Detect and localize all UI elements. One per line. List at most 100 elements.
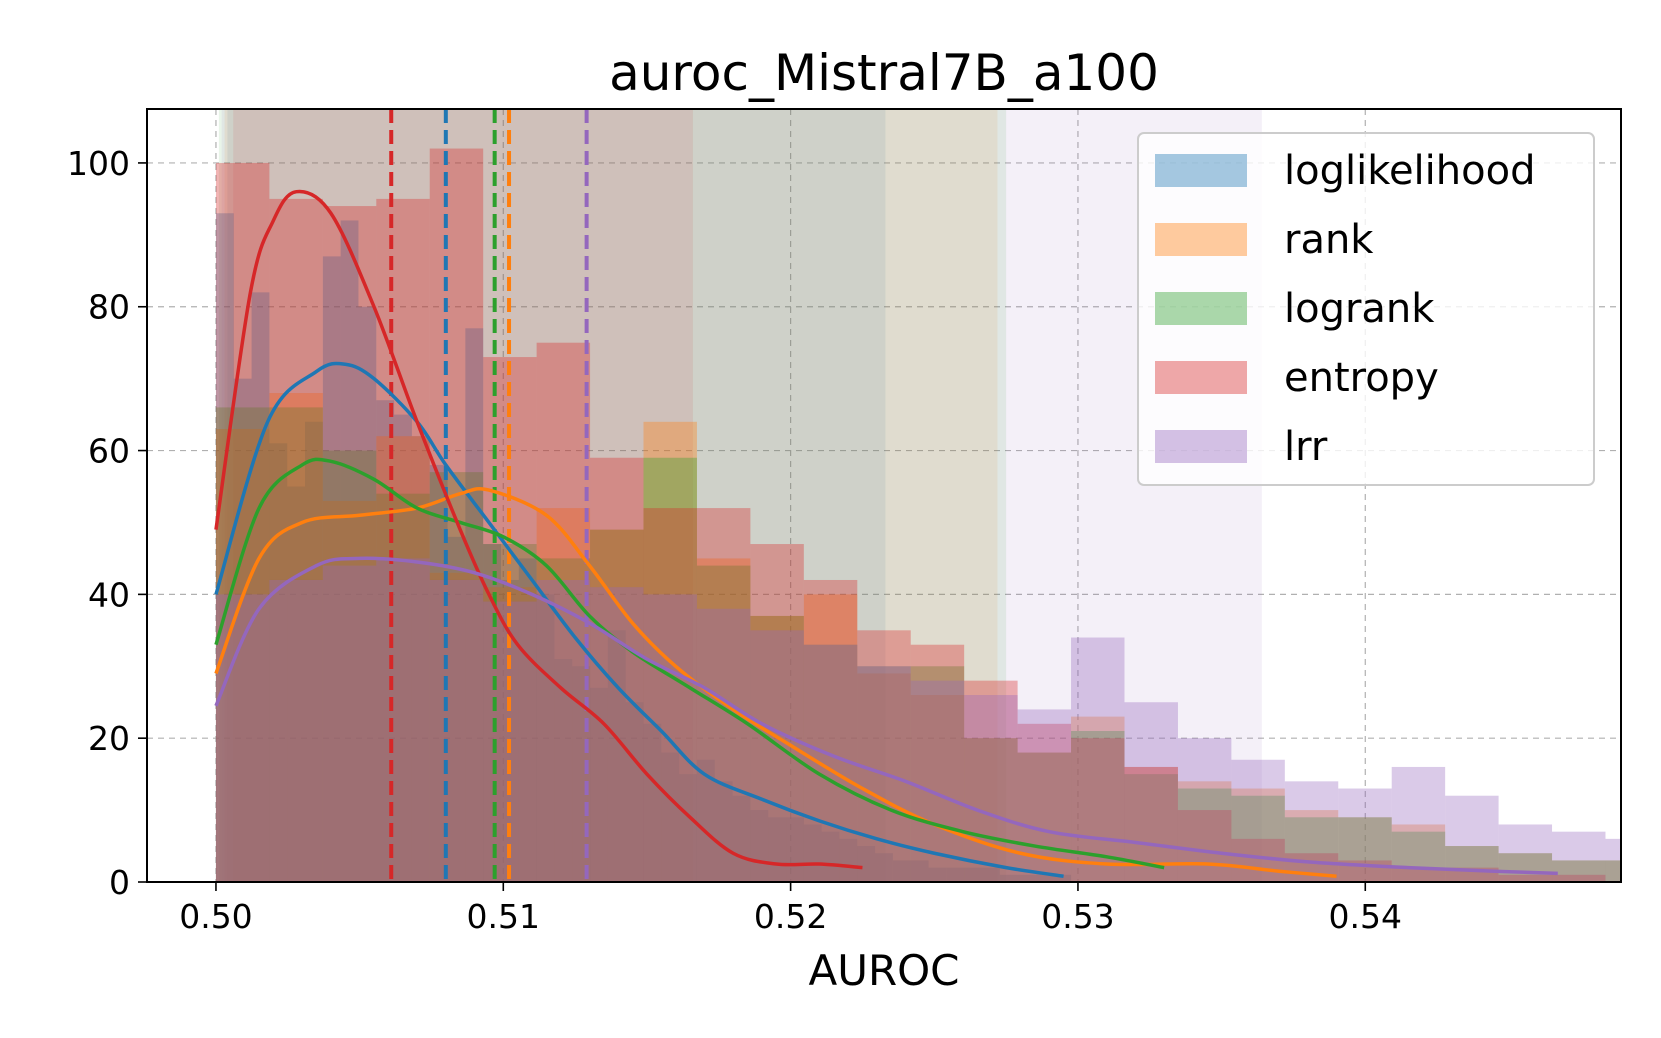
bar-entropy-9: [696, 508, 751, 882]
bar-loglikelihood-8: [358, 306, 377, 882]
bar-loglikelihood-39: [910, 860, 929, 882]
bar-loglikelihood-25: [661, 752, 680, 882]
bar-lrr-1: [269, 579, 323, 882]
band-loglikelihood: [227, 109, 886, 882]
y-tick-label-2: 40: [88, 575, 130, 614]
bar-loglikelihood-5: [305, 421, 323, 882]
bar-loglikelihood-38: [892, 860, 911, 882]
bar-loglikelihood-26: [679, 774, 697, 882]
bar-loglikelihood-2: [251, 292, 270, 882]
bar-loglikelihood-3: [269, 443, 288, 882]
bar-rank-23: [1445, 846, 1499, 882]
bar-loglikelihood-19: [554, 659, 573, 882]
bar-logrank-21: [1338, 817, 1392, 882]
band-logrank: [218, 109, 1007, 882]
bar-logrank-23: [1445, 846, 1499, 882]
bar-loglikelihood-27: [696, 759, 715, 882]
bar-rank-11: [803, 594, 858, 882]
bar-loglikelihood-7: [340, 220, 359, 882]
bar-loglikelihood-34: [821, 831, 840, 882]
bar-rank-26: [1605, 860, 1621, 882]
bar-loglikelihood-0: [215, 213, 234, 882]
bar-loglikelihood-41: [946, 867, 965, 882]
bar-lrr-25: [1552, 831, 1606, 882]
bar-loglikelihood-17: [518, 558, 537, 882]
legend-swatch-rank: [1155, 223, 1247, 256]
bar-rank-8: [643, 421, 697, 882]
bar-lrr-26: [1605, 838, 1621, 882]
bar-logrank-4: [429, 472, 484, 882]
bar-logrank-9: [696, 565, 751, 882]
bar-lrr-20: [1284, 781, 1339, 882]
bar-lrr-10: [750, 630, 804, 882]
legend-label-entropy: entropy: [1284, 355, 1439, 401]
bar-loglikelihood-45: [1017, 874, 1036, 882]
bar-rank-24: [1498, 853, 1553, 882]
bar-rank-22: [1391, 824, 1446, 882]
legend: loglikelihood rank logrank entropy lrr: [1137, 132, 1595, 486]
bar-loglikelihood-42: [964, 867, 982, 882]
bar-lrr-3: [376, 558, 430, 882]
bar-logrank-13: [910, 666, 965, 882]
bar-entropy-18: [1177, 810, 1232, 882]
bar-lrr-2: [322, 565, 377, 882]
legend-label-logrank: logrank: [1284, 286, 1435, 332]
bar-rank-21: [1338, 817, 1392, 882]
bar-loglikelihood-46: [1035, 874, 1054, 882]
bar-loglikelihood-18: [536, 594, 555, 882]
bar-logrank-24: [1498, 853, 1553, 882]
bar-loglikelihood-23: [625, 702, 644, 882]
bar-lrr-13: [910, 680, 965, 882]
y-tick-label-3: 60: [88, 432, 130, 471]
bar-entropy-0: [215, 162, 270, 882]
bar-loglikelihood-35: [839, 838, 858, 882]
legend-label-lrr: lrr: [1284, 424, 1328, 470]
x-tick-label-4: 0.54: [1329, 897, 1402, 936]
bar-lrr-14: [964, 695, 1018, 882]
bar-lrr-4: [429, 579, 484, 882]
bar-logrank-6: [536, 558, 591, 882]
bar-lrr-18: [1177, 738, 1232, 882]
x-tick-label-0: 0.50: [179, 897, 252, 936]
bar-loglikelihood-47: [1053, 874, 1072, 882]
x-tick-label-1: 0.51: [467, 897, 540, 936]
bar-entropy-6: [536, 342, 591, 882]
bar-logrank-25: [1552, 860, 1606, 882]
bar-loglikelihood-10: [394, 414, 412, 882]
bar-lrr-7: [590, 587, 644, 882]
legend-label-loglikelihood: loglikelihood: [1284, 148, 1535, 194]
legend-label-rank: rank: [1284, 217, 1374, 263]
x-axis: 0.50 0.51 0.52 0.53 0.54: [179, 882, 1402, 936]
bar-rank-2: [322, 500, 377, 882]
bar-loglikelihood-44: [999, 874, 1018, 882]
y-tick-label-5: 100: [67, 144, 130, 183]
bar-entropy-8: [643, 508, 697, 882]
kde-layer: [214, 189, 1558, 878]
x-tick-label-2: 0.52: [754, 897, 827, 936]
bar-rank-20: [1284, 810, 1339, 882]
bar-loglikelihood-6: [322, 256, 341, 882]
bar-lrr-22: [1391, 766, 1446, 882]
x-tick-label-3: 0.53: [1041, 897, 1114, 936]
bar-lrr-23: [1445, 795, 1499, 882]
bar-entropy-22: [1391, 867, 1446, 882]
legend-swatch-entropy: [1155, 361, 1247, 394]
bar-loglikelihood-12: [429, 464, 448, 882]
bar-loglikelihood-33: [803, 824, 822, 882]
bar-logrank-26: [1605, 860, 1621, 882]
bar-loglikelihood-43: [981, 867, 1000, 882]
bar-entropy-14: [964, 680, 1018, 882]
bar-loglikelihood-28: [714, 781, 733, 882]
bar-loglikelihood-15: [483, 544, 501, 882]
bar-entropy-1: [269, 198, 323, 882]
bar-rank-25: [1552, 860, 1606, 882]
legend-swatch-logrank: [1155, 292, 1247, 325]
band-rank: [224, 109, 998, 882]
bar-loglikelihood-21: [590, 687, 608, 882]
bar-lrr-9: [696, 608, 751, 882]
bar-entropy-2: [322, 206, 377, 882]
bar-logrank-2: [322, 450, 377, 882]
bar-entropy-24: [1498, 874, 1553, 882]
legend-swatch-loglikelihood: [1155, 154, 1247, 187]
bar-loglikelihood-14: [465, 328, 484, 882]
